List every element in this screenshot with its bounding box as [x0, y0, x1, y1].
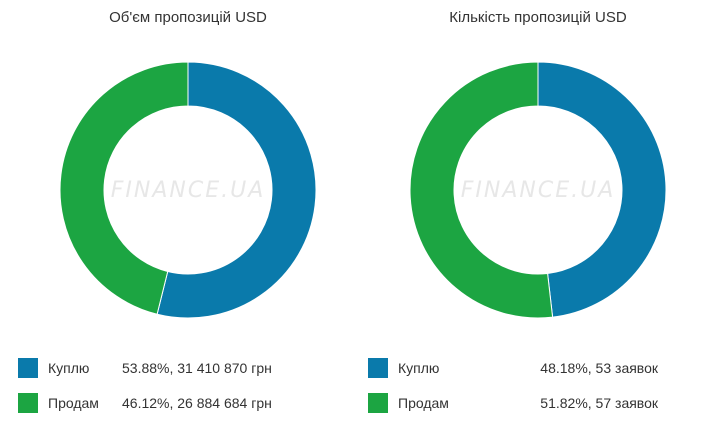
donut-slice-sell[interactable]	[59, 61, 189, 315]
count-donut-chart	[409, 61, 667, 319]
legend-label: Продам	[48, 395, 99, 411]
legend-value: 53.88%, 31 410 870 грн	[122, 360, 272, 376]
legend-swatch-sell	[18, 393, 38, 413]
volume-donut-chart	[59, 61, 317, 319]
volume-chart-panel: Об'єм пропозицій USD FINANCE.UA Куплю 53…	[18, 0, 358, 435]
legend-item-sell[interactable]: Продам 46.12%, 26 884 684 грн	[18, 393, 358, 428]
legend-label: Куплю	[398, 360, 440, 376]
donut-slice-sell[interactable]	[409, 61, 554, 319]
legend-swatch-buy	[18, 358, 38, 378]
legend-item-buy[interactable]: Куплю 48.18%, 53 заявок	[368, 358, 708, 393]
legend-swatch-sell	[368, 393, 388, 413]
legend-label: Куплю	[48, 360, 90, 376]
legend-item-buy[interactable]: Куплю 53.88%, 31 410 870 грн	[18, 358, 358, 393]
donut-slice-buy[interactable]	[537, 61, 667, 318]
legend-value: 46.12%, 26 884 684 грн	[122, 395, 272, 411]
chart-title: Кількість пропозицій USD	[449, 9, 627, 26]
legend-swatch-buy	[368, 358, 388, 378]
count-chart-panel: Кількість пропозицій USD FINANCE.UA Купл…	[368, 0, 708, 435]
chart-title: Об'єм пропозицій USD	[109, 9, 267, 26]
legend-value: 48.18%, 53 заявок	[540, 360, 658, 376]
legend-value: 51.82%, 57 заявок	[540, 395, 658, 411]
legend-item-sell[interactable]: Продам 51.82%, 57 заявок	[368, 393, 708, 428]
legend: Куплю 48.18%, 53 заявок Продам 51.82%, 5…	[368, 358, 708, 428]
legend-label: Продам	[398, 395, 449, 411]
donut-slice-buy[interactable]	[156, 61, 317, 319]
legend: Куплю 53.88%, 31 410 870 грн Продам 46.1…	[18, 358, 358, 428]
